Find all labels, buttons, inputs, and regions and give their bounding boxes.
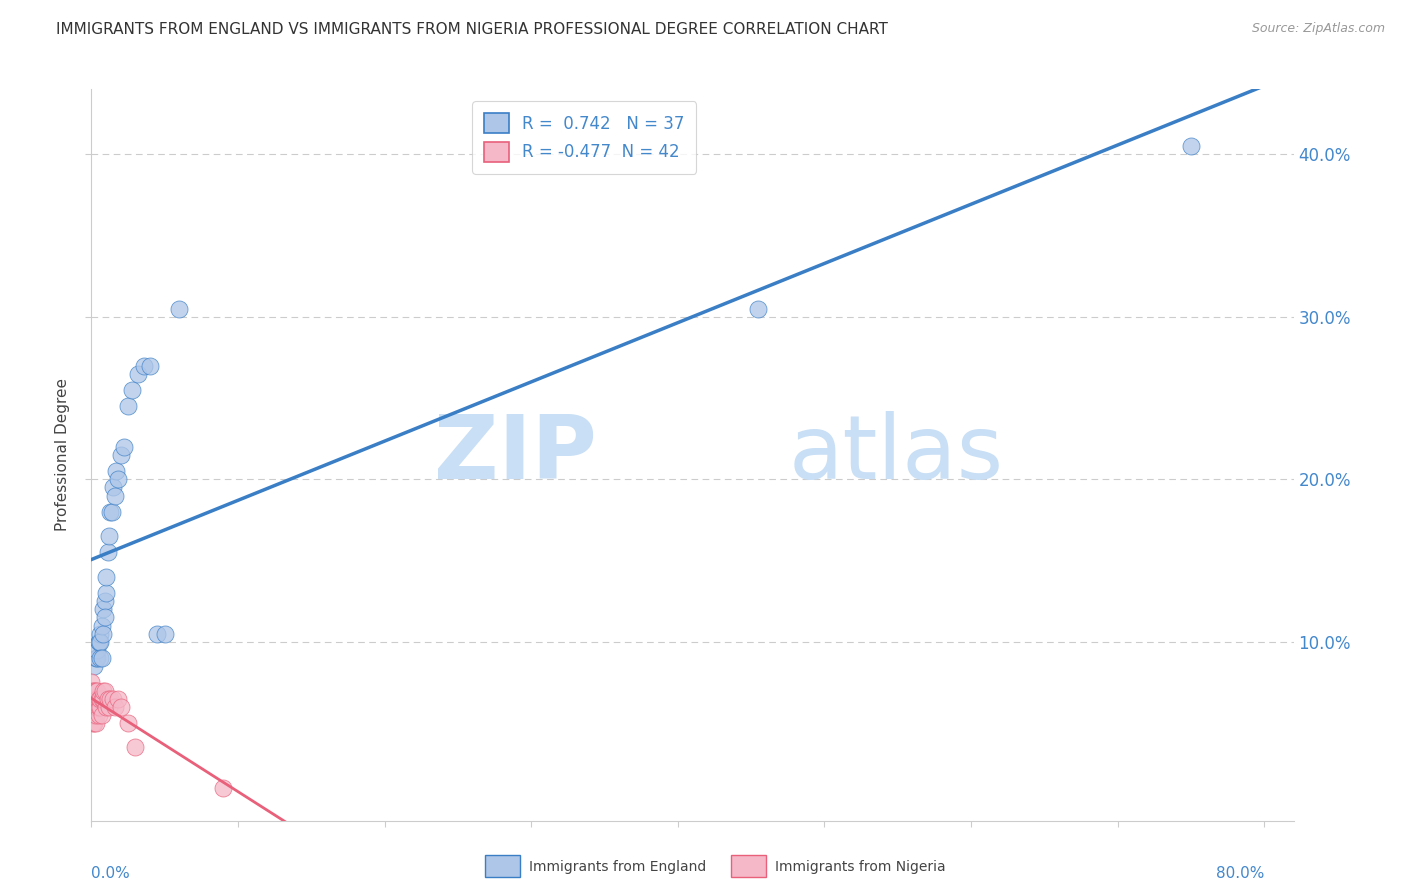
Point (82, 699, 104, 714)
Point (90, 691, 112, 706)
Point (124, 740, 146, 755)
Point (89, 635, 111, 649)
Point (91, 683, 114, 698)
Point (80, 675, 103, 690)
Point (90, 708, 112, 723)
Point (90, 651, 112, 665)
Point (110, 448, 132, 462)
Point (89, 651, 111, 665)
Text: Source: ZipAtlas.com: Source: ZipAtlas.com (1251, 22, 1385, 36)
Point (83, 708, 105, 723)
Point (86, 683, 108, 698)
Point (91, 691, 114, 706)
Point (104, 489, 127, 503)
Point (91, 602, 114, 616)
Text: Immigrants from England: Immigrants from England (529, 860, 706, 874)
Point (89, 691, 111, 706)
Point (80, 691, 103, 706)
Point (94, 586, 117, 600)
Point (86, 691, 108, 706)
Point (80, 683, 103, 698)
Y-axis label: Professional Degree: Professional Degree (55, 378, 70, 532)
Point (110, 699, 132, 714)
Point (747, 301, 769, 316)
Point (117, 399, 139, 413)
Point (87, 635, 110, 649)
Point (104, 699, 127, 714)
Point (86, 651, 108, 665)
Point (169, 301, 191, 316)
Point (84, 691, 107, 706)
Point (127, 367, 149, 381)
Point (83, 716, 105, 731)
Point (87, 708, 110, 723)
Point (82, 716, 104, 731)
Legend: R =  0.742   N = 37, R = -0.477  N = 42: R = 0.742 N = 37, R = -0.477 N = 42 (472, 101, 696, 174)
Point (107, 472, 129, 486)
Point (96, 545, 118, 559)
Text: IMMIGRANTS FROM ENGLAND VS IMMIGRANTS FROM NIGERIA PROFESSIONAL DEGREE CORRELATI: IMMIGRANTS FROM ENGLAND VS IMMIGRANTS FR… (56, 22, 889, 37)
Point (153, 626, 176, 640)
Text: 0.0%: 0.0% (91, 866, 131, 881)
Point (87, 691, 110, 706)
Point (146, 626, 169, 640)
Point (82, 683, 104, 698)
Point (139, 359, 162, 373)
Point (82, 708, 104, 723)
Text: atlas: atlas (789, 411, 1004, 499)
Point (84, 699, 107, 714)
Point (94, 699, 117, 714)
Point (82, 691, 104, 706)
Point (91, 626, 114, 640)
Point (93, 594, 115, 608)
Point (86, 699, 108, 714)
Point (100, 691, 122, 706)
Point (1180, 139, 1202, 153)
Text: ZIP: ZIP (433, 411, 596, 499)
Text: 80.0%: 80.0% (1216, 866, 1264, 881)
Point (105, 464, 128, 478)
Point (84, 716, 107, 731)
Point (93, 683, 115, 698)
Point (117, 716, 139, 731)
Point (86, 643, 108, 657)
Point (103, 691, 125, 706)
Point (83, 683, 105, 698)
Text: Immigrants from Nigeria: Immigrants from Nigeria (775, 860, 945, 874)
Point (90, 618, 112, 632)
Point (87, 699, 110, 714)
Point (83, 659, 105, 673)
Point (84, 651, 107, 665)
Point (212, 781, 235, 796)
Point (93, 610, 115, 624)
Point (87, 635, 110, 649)
Point (98, 699, 121, 714)
Point (96, 691, 118, 706)
Point (103, 480, 125, 494)
Point (83, 699, 105, 714)
Point (101, 505, 124, 519)
Point (84, 708, 107, 723)
Point (89, 699, 111, 714)
Point (134, 359, 156, 373)
Point (98, 529, 121, 543)
Point (94, 570, 117, 584)
Point (84, 683, 107, 698)
Point (83, 691, 105, 706)
Point (100, 505, 122, 519)
Point (121, 383, 143, 397)
Point (89, 626, 111, 640)
Point (112, 440, 135, 454)
Point (107, 691, 129, 706)
